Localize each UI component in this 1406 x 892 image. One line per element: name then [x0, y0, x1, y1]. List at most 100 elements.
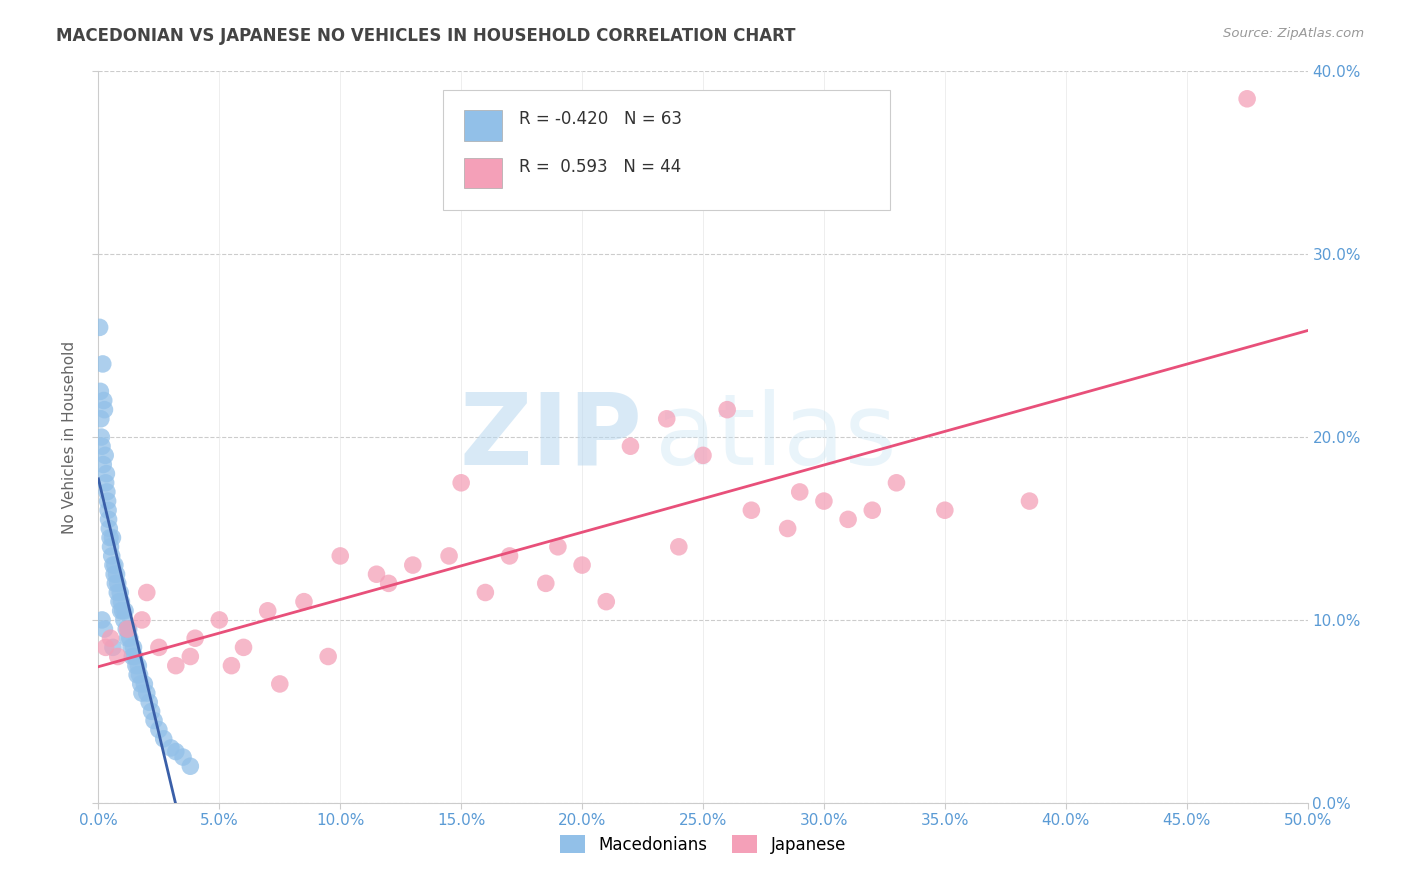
- Point: [91, 439, 114, 453]
- Point: [134, 677, 156, 691]
- Point: [111, 604, 134, 618]
- Point: [118, 632, 141, 646]
- Point: [101, 558, 124, 573]
- Point: [105, 567, 128, 582]
- Point: [450, 475, 472, 490]
- Point: [329, 549, 352, 563]
- Point: [789, 485, 811, 500]
- Point: [97, 512, 120, 526]
- Point: [135, 686, 157, 700]
- Point: [104, 576, 127, 591]
- Point: [692, 448, 714, 462]
- Point: [114, 604, 136, 618]
- Point: [100, 549, 122, 563]
- Point: [208, 613, 231, 627]
- Point: [316, 649, 339, 664]
- Text: atlas: atlas: [655, 389, 896, 485]
- Point: [89, 320, 111, 334]
- Point: [103, 567, 125, 582]
- Point: [93, 622, 115, 636]
- Point: [128, 667, 150, 681]
- Point: [377, 576, 399, 591]
- Point: [131, 686, 153, 700]
- Text: Source: ZipAtlas.com: Source: ZipAtlas.com: [1223, 27, 1364, 40]
- Point: [117, 622, 139, 636]
- Point: [124, 649, 146, 664]
- Point: [837, 512, 859, 526]
- Point: [886, 475, 908, 490]
- Point: [595, 594, 617, 608]
- Point: [571, 558, 593, 573]
- Point: [437, 549, 460, 563]
- Point: [94, 640, 117, 655]
- Point: [107, 649, 129, 664]
- Point: [104, 558, 127, 573]
- Point: [813, 494, 835, 508]
- Point: [547, 540, 569, 554]
- Point: [96, 467, 118, 481]
- FancyBboxPatch shape: [443, 90, 890, 211]
- Point: [93, 402, 115, 417]
- Point: [98, 531, 121, 545]
- Point: [101, 531, 124, 545]
- Point: [534, 576, 557, 591]
- FancyBboxPatch shape: [464, 158, 502, 188]
- Text: ZIP: ZIP: [460, 389, 643, 485]
- Point: [122, 640, 145, 655]
- Point: [107, 576, 129, 591]
- Point: [112, 613, 135, 627]
- Point: [129, 677, 152, 691]
- Point: [221, 658, 243, 673]
- Point: [91, 357, 114, 371]
- Point: [94, 448, 117, 462]
- Text: MACEDONIAN VS JAPANESE NO VEHICLES IN HOUSEHOLD CORRELATION CHART: MACEDONIAN VS JAPANESE NO VEHICLES IN HO…: [56, 27, 796, 45]
- Point: [90, 412, 112, 426]
- Point: [98, 521, 121, 535]
- Point: [97, 494, 120, 508]
- Point: [402, 558, 425, 573]
- Point: [94, 475, 117, 490]
- Point: [366, 567, 388, 582]
- Point: [141, 705, 163, 719]
- Point: [232, 640, 254, 655]
- Point: [655, 412, 678, 426]
- Point: [152, 731, 174, 746]
- Point: [101, 640, 124, 655]
- Text: R = -0.420   N = 63: R = -0.420 N = 63: [519, 110, 682, 128]
- Point: [105, 585, 128, 599]
- Point: [165, 745, 187, 759]
- Y-axis label: No Vehicles in Household: No Vehicles in Household: [62, 341, 77, 533]
- Point: [90, 430, 112, 444]
- Point: [148, 723, 170, 737]
- Point: [172, 750, 194, 764]
- Point: [184, 632, 207, 646]
- Point: [165, 658, 187, 673]
- Point: [668, 540, 690, 554]
- Point: [131, 613, 153, 627]
- Point: [110, 604, 132, 618]
- Point: [292, 594, 315, 608]
- Point: [256, 604, 278, 618]
- Point: [138, 695, 160, 709]
- Point: [1236, 92, 1258, 106]
- Point: [125, 658, 148, 673]
- Point: [127, 658, 149, 673]
- FancyBboxPatch shape: [464, 110, 502, 141]
- Point: [108, 585, 131, 599]
- Point: [269, 677, 291, 691]
- Point: [619, 439, 641, 453]
- Point: [127, 667, 149, 681]
- Point: [179, 649, 201, 664]
- Point: [148, 640, 170, 655]
- Point: [740, 503, 762, 517]
- Point: [117, 632, 139, 646]
- Point: [118, 622, 141, 636]
- Point: [179, 759, 201, 773]
- Point: [96, 485, 118, 500]
- Point: [115, 622, 138, 636]
- Point: [93, 393, 115, 408]
- Point: [91, 613, 114, 627]
- Point: [498, 549, 520, 563]
- Point: [121, 649, 143, 664]
- Point: [120, 640, 142, 655]
